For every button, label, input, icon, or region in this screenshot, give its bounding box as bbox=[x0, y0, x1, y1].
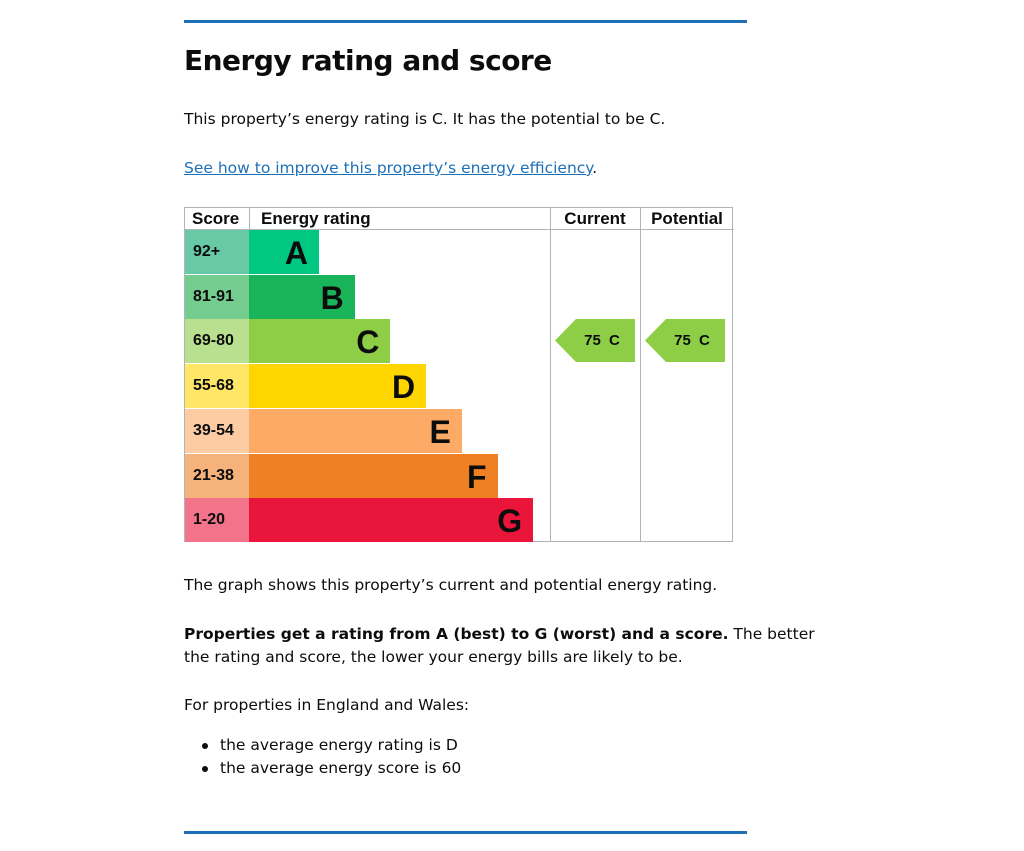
energy-rating-column-header: Energy rating bbox=[261, 209, 371, 228]
score-band-d: 55-68 bbox=[185, 364, 249, 409]
energy-rating-graph: Score Energy rating Current Potential 92… bbox=[184, 207, 734, 543]
potential-column-header: Potential bbox=[651, 209, 723, 228]
improve-efficiency-link[interactable]: See how to improve this property’s energ… bbox=[184, 159, 593, 177]
potential-column-divider bbox=[640, 208, 641, 541]
score-band-g: 1-20 bbox=[185, 498, 249, 543]
section-divider-top bbox=[184, 20, 747, 23]
rating-band-b: B bbox=[249, 274, 355, 319]
rating-explainer-line1: Properties get a rating from A (best) to… bbox=[184, 623, 815, 646]
potential-rating-arrow: 75 C bbox=[645, 319, 725, 363]
potential-rating-label: 75 C bbox=[674, 332, 710, 350]
rating-explainer-rest: The better bbox=[728, 625, 815, 643]
rating-explainer-line2: the rating and score, the lower your ene… bbox=[184, 648, 683, 666]
graph-header-underline bbox=[185, 208, 734, 230]
current-rating-arrow: 75 C bbox=[555, 319, 635, 363]
page-title: Energy rating and score bbox=[184, 44, 552, 77]
score-band-f: 21-38 bbox=[185, 453, 249, 498]
rating-band-e: E bbox=[249, 408, 462, 453]
bullet-icon bbox=[202, 743, 208, 749]
improve-paragraph: See how to improve this property’s energ… bbox=[184, 157, 597, 180]
score-band-b: 81-91 bbox=[185, 274, 249, 319]
averages-list: the average energy rating is D the avera… bbox=[184, 734, 461, 780]
score-column-header: Score bbox=[192, 209, 240, 228]
current-rating-label: 75 C bbox=[584, 332, 620, 350]
list-item: the average energy rating is D bbox=[184, 734, 461, 757]
region-intro: For properties in England and Wales: bbox=[184, 696, 470, 714]
rating-summary: This property’s energy rating is C. It h… bbox=[184, 110, 666, 128]
rating-explainer-bold: Properties get a rating from A (best) to… bbox=[184, 625, 729, 643]
average-score-text: the average energy score is 60 bbox=[220, 759, 462, 777]
current-arrow-shape bbox=[555, 319, 635, 363]
current-column-header: Current bbox=[564, 209, 626, 228]
rating-band-c: C bbox=[249, 319, 391, 364]
score-band-e: 39-54 bbox=[185, 408, 249, 453]
potential-arrow-shape bbox=[645, 319, 725, 363]
score-column-divider bbox=[249, 208, 250, 230]
rating-band-a: A bbox=[249, 230, 319, 274]
current-column-divider bbox=[550, 208, 551, 541]
rating-band-g: G bbox=[249, 498, 534, 543]
score-band-a: 92+ bbox=[185, 230, 249, 274]
graph-caption: The graph shows this property’s current … bbox=[184, 576, 718, 594]
list-item: the average energy score is 60 bbox=[184, 757, 461, 780]
average-rating-text: the average energy rating is D bbox=[220, 736, 458, 754]
score-band-c: 69-80 bbox=[185, 319, 249, 364]
rating-band-d: D bbox=[249, 364, 427, 409]
improve-link-suffix: . bbox=[592, 159, 598, 177]
bullet-icon bbox=[202, 766, 208, 772]
rating-band-f: F bbox=[249, 453, 498, 498]
section-divider-bottom bbox=[184, 831, 747, 834]
